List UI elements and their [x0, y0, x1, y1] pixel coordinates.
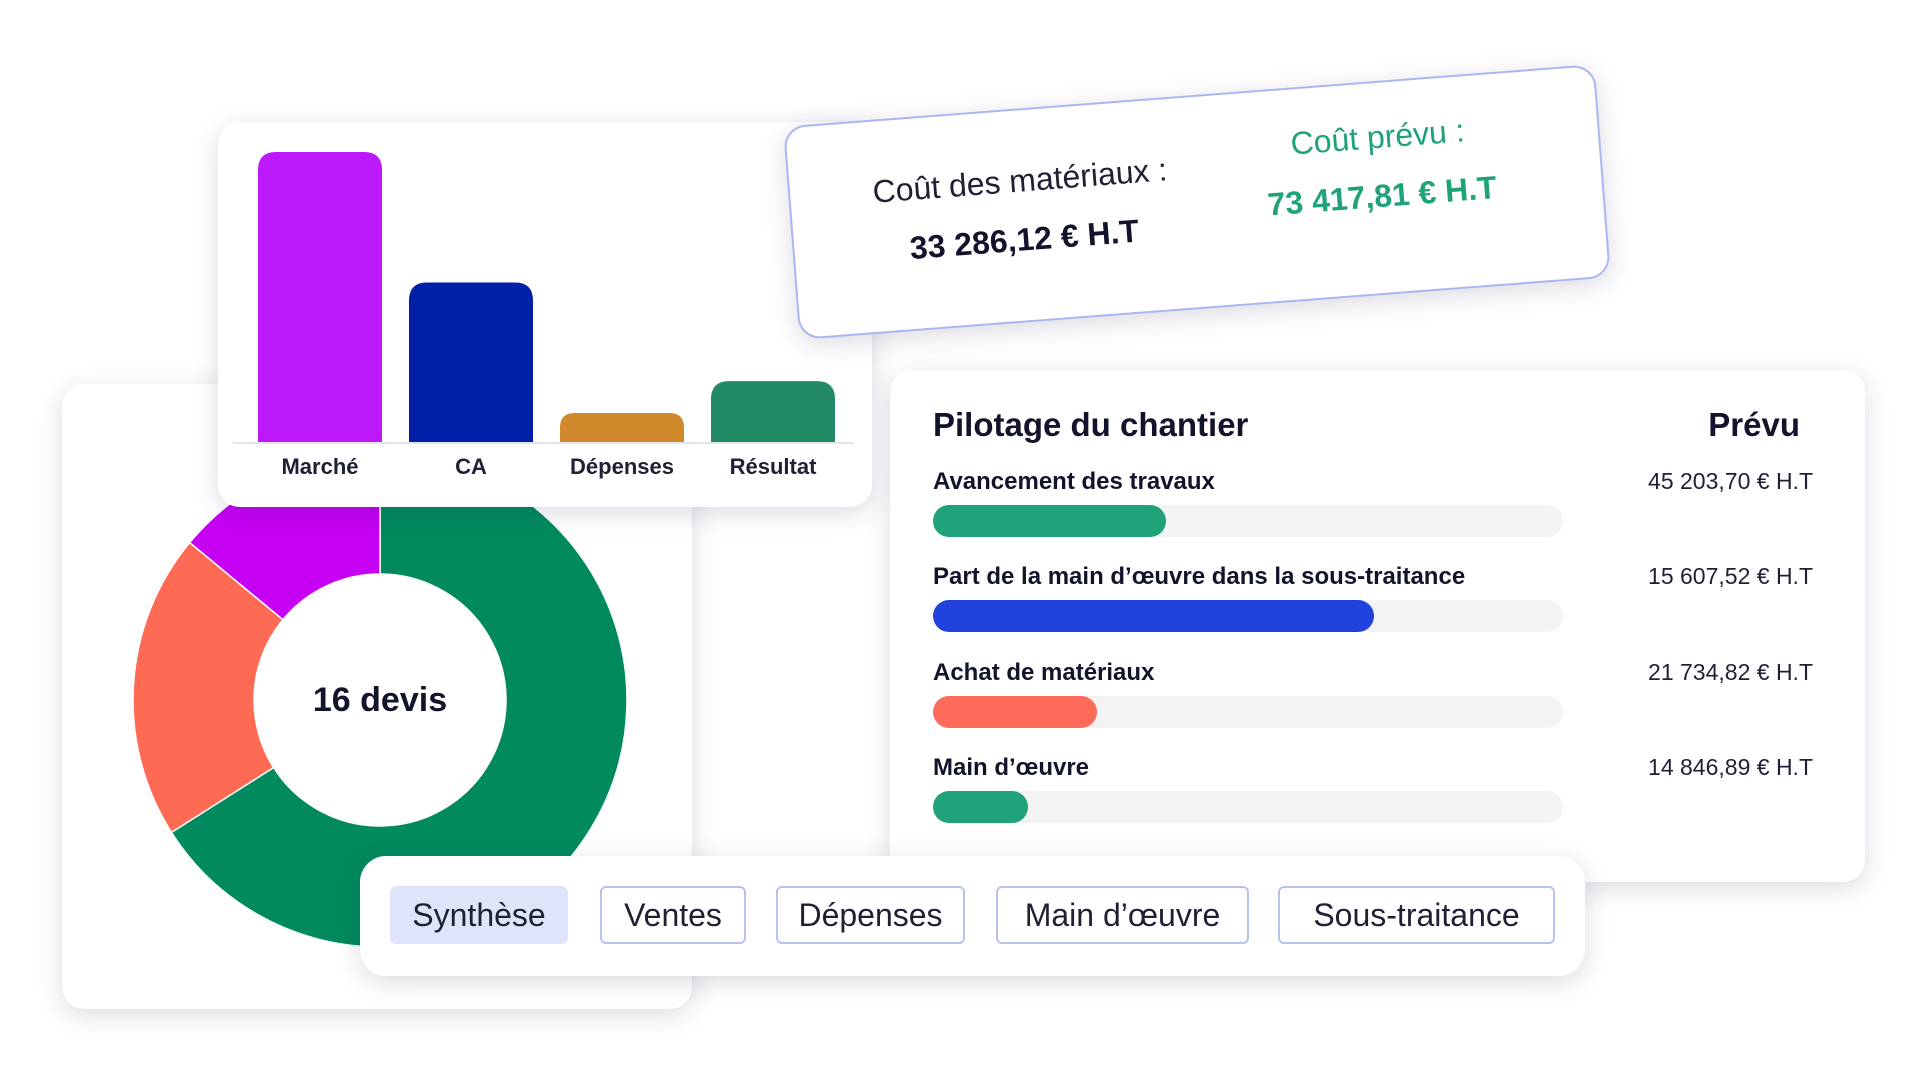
tab-depenses[interactable]: Dépenses	[776, 886, 965, 944]
view-tabs-bar: Synthèse Ventes Dépenses Main d’œuvre So…	[360, 856, 1585, 976]
materials-cost-value: 33 286,12 € H.T	[908, 212, 1141, 267]
cost-summary-card: Coût des matériaux : 33 286,12 € H.T Coû…	[782, 64, 1612, 340]
donut-slice-1	[132, 541, 284, 834]
planned-cost-value: 73 417,81 € H.T	[1266, 169, 1498, 223]
financial-bar-chart-card: Marché CA Dépenses Résultat	[218, 122, 872, 507]
task-name: Avancement des travaux	[933, 468, 1215, 495]
tab-synthese[interactable]: Synthèse	[390, 886, 568, 944]
progress-track	[933, 505, 1563, 537]
tab-sous-traitance[interactable]: Sous-traitance	[1278, 886, 1555, 944]
planned-cost: Coût prévu : 73 417,81 € H.T	[1187, 104, 1573, 229]
donut-slice-0	[170, 452, 628, 948]
task-row: Part de la main d’œuvre dans la sous-tra…	[933, 563, 1813, 653]
site-management-card: Pilotage du chantier Prévu Avancement de…	[890, 370, 1865, 882]
site-management-title: Pilotage du chantier	[933, 406, 1249, 443]
task-name: Achat de matériaux	[933, 659, 1155, 686]
task-row: Achat de matériaux 21 734,82 € H.T	[933, 659, 1813, 749]
bar-label: CA	[455, 454, 487, 479]
bar-label: Dépenses	[570, 454, 674, 479]
bar-label: Marché	[281, 454, 359, 479]
task-amount: 15 607,52 € H.T	[1648, 563, 1813, 589]
tab-ventes[interactable]: Ventes	[600, 886, 746, 944]
materials-cost-label: Coût des matériaux :	[871, 151, 1169, 210]
task-row: Main d’œuvre 14 846,89 € H.T	[933, 754, 1813, 844]
bar-2	[560, 413, 684, 442]
task-name: Part de la main d’œuvre dans la sous-tra…	[933, 563, 1466, 590]
bar-0	[258, 152, 382, 442]
planned-cost-label: Coût prévu :	[1289, 112, 1466, 162]
quotes-donut-chart	[132, 452, 628, 948]
planned-column-header: Prévu	[1708, 406, 1800, 443]
financial-bar-chart	[233, 152, 854, 444]
materials-cost: Coût des matériaux : 33 286,12 € H.T	[829, 148, 1215, 273]
tab-main-doeuvre[interactable]: Main d’œuvre	[996, 886, 1249, 944]
bar-1	[409, 282, 533, 442]
progress-fill	[933, 505, 1167, 537]
bar-label: Résultat	[729, 454, 817, 479]
progress-fill	[933, 696, 1097, 728]
progress-track	[933, 696, 1563, 728]
task-amount: 14 846,89 € H.T	[1648, 754, 1813, 780]
task-name: Main d’œuvre	[933, 754, 1090, 781]
progress-fill	[933, 791, 1028, 823]
bar-3	[711, 381, 835, 442]
progress-track	[933, 791, 1563, 823]
task-amount: 21 734,82 € H.T	[1648, 659, 1813, 685]
task-row: Avancement des travaux 45 203,70 € H.T	[933, 468, 1813, 558]
progress-fill	[933, 600, 1374, 632]
task-amount: 45 203,70 € H.T	[1648, 468, 1813, 494]
progress-track	[933, 600, 1563, 632]
